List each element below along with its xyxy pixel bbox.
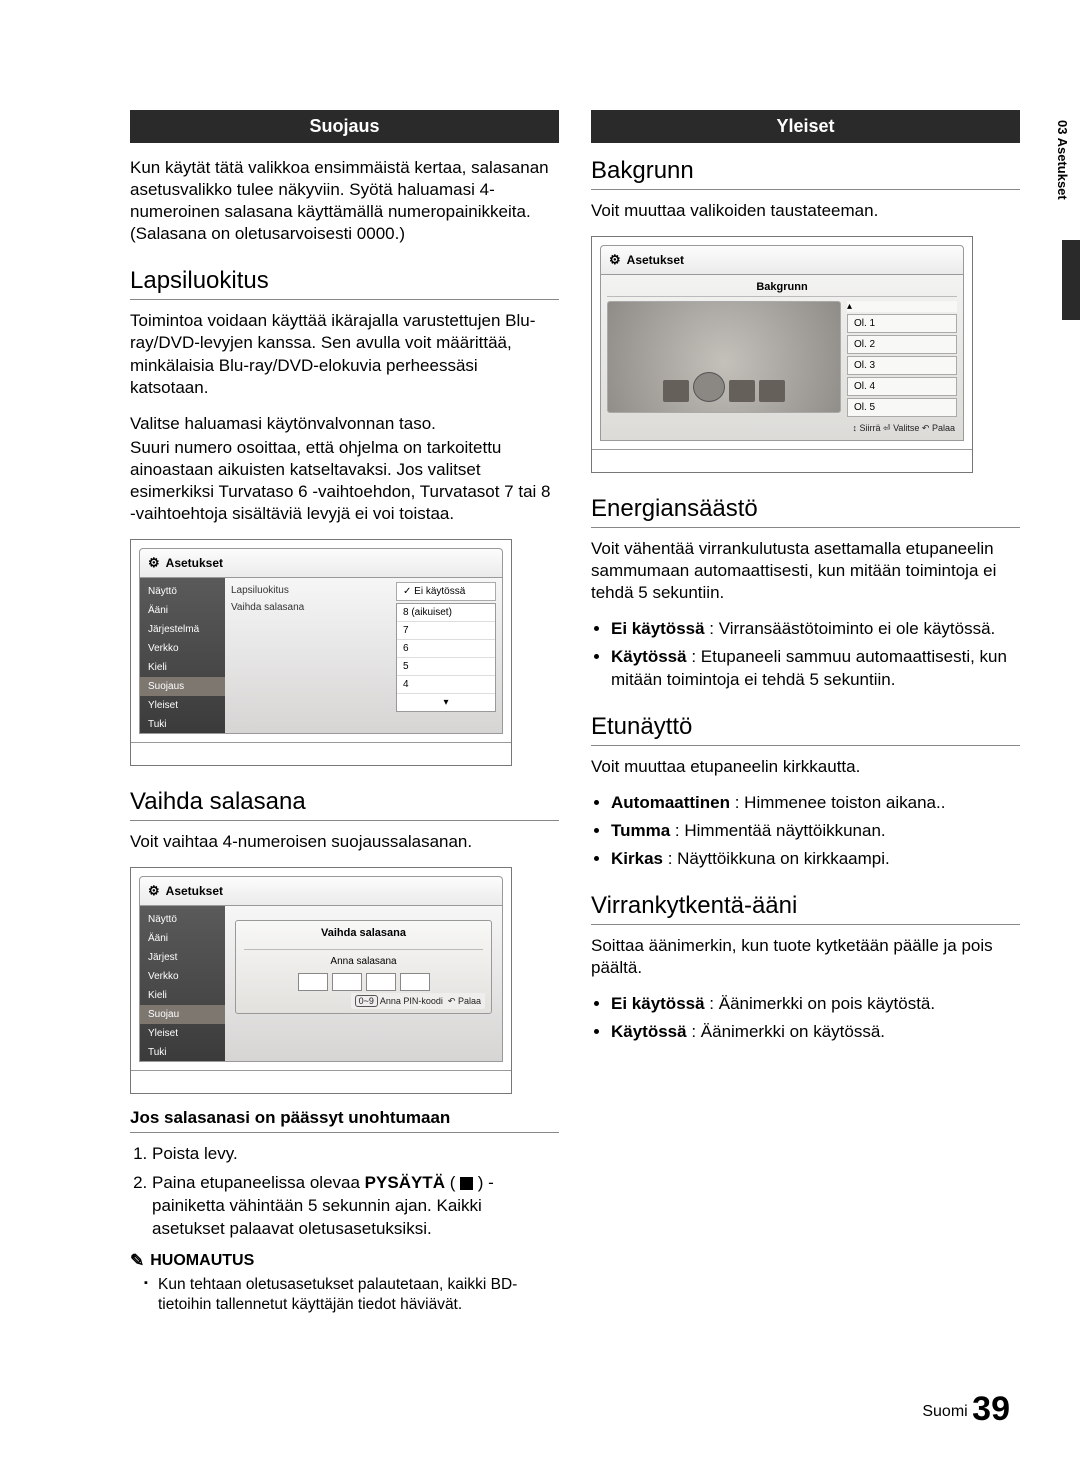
forgot-steps: Poista levy. Paina etupaneelissa olevaa …	[130, 1143, 559, 1241]
bk-heading: Bakgrunn	[607, 281, 957, 297]
num-badge: 0~9	[355, 995, 378, 1007]
page-footer: Suomi 39	[922, 1390, 1010, 1429]
frontdisplay-bullets: Automaattinen : Himmenee toiston aikana.…	[591, 792, 1020, 870]
mock-mid: Lapsiluokitus Vaihda salasana	[225, 578, 396, 733]
energy-title: Energiansäästö	[591, 495, 1020, 528]
bakgrunn-title: Bakgrunn	[591, 157, 1020, 190]
gear-icon: ⚙	[609, 252, 621, 268]
bk-hint: ↕ Siirrä ⏎ Valitse ↶ Palaa	[607, 419, 957, 434]
bk-item: Ol. 2	[854, 339, 875, 350]
mid-item: Lapsiluokitus	[231, 582, 390, 599]
forgot-pw-heading: Jos salasanasi on päässyt unohtumaan	[130, 1108, 559, 1133]
energy-bullets: Ei käytössä : Virransäästötoiminto ei ol…	[591, 618, 1020, 690]
gear-icon: ⚙	[148, 555, 160, 571]
bakgrunn-text: Voit muuttaa valikoiden taustateeman.	[591, 200, 1020, 222]
security-header: Suojaus	[130, 110, 559, 143]
general-header: Yleiset	[591, 110, 1020, 143]
intro-text: Kun käytät tätä valikkoa ensimmäistä ker…	[130, 157, 559, 245]
bk-item: Ol. 5	[854, 402, 875, 413]
opt-more: ▾	[397, 694, 495, 711]
mock-nav: NäyttöÄäniJärjestelmäVerkkoKieliSuojausY…	[140, 578, 225, 733]
opt-item: 5	[397, 658, 495, 676]
parental-p1: Toimintoa voidaan käyttää ikärajalla var…	[130, 310, 559, 398]
parental-mock: ⚙ Asetukset NäyttöÄäniJärjestelmäVerkkoKi…	[130, 539, 512, 766]
bk-list: ▴ Ol. 1 Ol. 2 Ol. 3 Ol. 4 Ol. 5	[847, 301, 957, 419]
parental-p3: Suuri numero osoittaa, että ohjelma on t…	[130, 437, 559, 525]
hint-text: Anna PIN-koodi	[380, 996, 443, 1006]
frontdisplay-text: Voit muuttaa etupaneelin kirkkautta.	[591, 756, 1020, 778]
bk-item: Ol. 4	[854, 381, 875, 392]
parental-p2: Valitse haluamasi käytönvalvonnan taso.	[130, 413, 559, 435]
left-column: Suojaus Kun käytät tätä valikkoa ensimmä…	[130, 110, 559, 1315]
pw-overlay: Vaihda salasana Anna salasana 0~9 Anna P…	[235, 920, 492, 1014]
mock-title-text: Asetukset	[166, 884, 223, 898]
hint-text: Palaa	[458, 996, 481, 1006]
footer-number: 39	[972, 1390, 1010, 1428]
mock-nav: NäyttöÄäniJärjestVerkkoKieliSuojauYleise…	[140, 906, 225, 1061]
opt-item: 7	[397, 622, 495, 640]
poweron-sound-text: Soittaa äänimerkin, kun tuote kytketään …	[591, 935, 1020, 979]
section-tab: 03 Asetukset	[1055, 120, 1070, 200]
overlay-title: Vaihda salasana	[244, 927, 483, 939]
mock-title-text: Asetukset	[627, 253, 684, 267]
bk-item: Ol. 1	[854, 318, 875, 329]
energy-text: Voit vähentää virrankulutusta asettamall…	[591, 538, 1020, 604]
parental-section-title: Lapsiluokitus	[130, 267, 559, 300]
manual-page: 03 Asetukset Suojaus Kun käytät tätä val…	[0, 0, 1080, 1479]
step-2: Paina etupaneelissa olevaa PYSÄYTÄ ( ) -…	[152, 1172, 559, 1241]
opt-item: ✓ Ei käytössä	[396, 582, 496, 601]
poweron-sound-bullets: Ei käytössä : Äänimerkki on pois käytöst…	[591, 993, 1020, 1043]
pin-boxes	[244, 973, 483, 991]
change-pw-text: Voit vaihtaa 4-numeroisen suojaussalasan…	[130, 831, 559, 853]
change-pw-title: Vaihda salasana	[130, 788, 559, 821]
poweron-sound-title: Virrankytkentä-ääni	[591, 892, 1020, 925]
opt-item: 6	[397, 640, 495, 658]
note-text: Kun tehtaan oletusasetukset palautetaan,…	[130, 1275, 559, 1315]
gear-icon: ⚙	[148, 883, 160, 899]
bk-preview	[607, 301, 841, 413]
right-column: Yleiset Bakgrunn Voit muuttaa valikoiden…	[591, 110, 1020, 1315]
bakgrunn-mock: ⚙ Asetukset Bakgrunn ▴ Ol. 1 Ol. 2 Ol. 3 …	[591, 236, 973, 473]
footer-lang: Suomi	[922, 1403, 967, 1420]
pw-prompt: Anna salasana	[244, 949, 483, 967]
note-heading: ✎HUOMAUTUS	[130, 1251, 559, 1271]
mock-options: ✓ Ei käytössä 8 (aikuiset) 7 6 5 4 ▾	[396, 578, 502, 733]
change-pw-mock: ⚙ Asetukset NäyttöÄäniJärjestVerkkoKieliS…	[130, 867, 512, 1094]
side-thumb-tab	[1062, 240, 1080, 320]
opt-item: 8 (aikuiset)	[397, 604, 495, 622]
opt-item: 4	[397, 676, 495, 694]
mid-item: Vaihda salasana	[231, 599, 390, 616]
pencil-icon: ✎	[130, 1251, 144, 1271]
stop-icon	[460, 1177, 473, 1190]
mock-title-text: Asetukset	[166, 556, 223, 570]
hint-line: 0~9 Anna PIN-koodi ↶ Palaa	[351, 993, 485, 1009]
step-1: Poista levy.	[152, 1143, 559, 1166]
frontdisplay-title: Etunäyttö	[591, 713, 1020, 746]
bk-item: Ol. 3	[854, 360, 875, 371]
